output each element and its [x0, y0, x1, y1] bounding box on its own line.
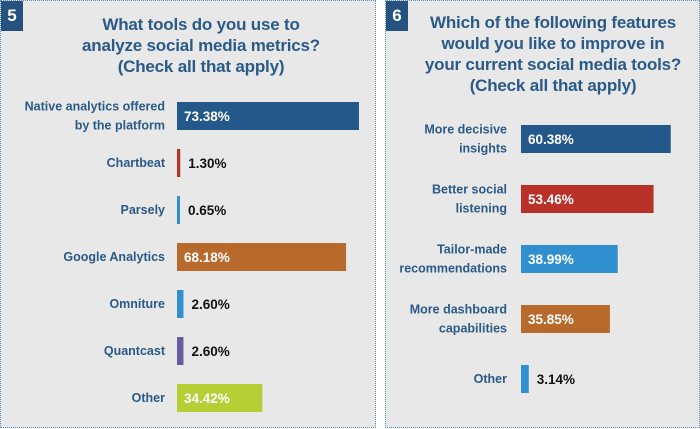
bar — [177, 384, 263, 412]
category-label: Parsely — [121, 203, 166, 217]
bar — [521, 305, 610, 333]
category-label: Better social listening — [432, 183, 507, 216]
bar — [177, 149, 181, 177]
chart-number-badge: 5 — [1, 1, 23, 31]
category-label: More dashboard capabilities — [410, 303, 507, 336]
bar-chart-features: More decisive insights 60.38% Better social… — [399, 123, 671, 393]
data-label: 68.18% — [184, 250, 230, 265]
chart-number-badge: 6 — [386, 1, 408, 31]
data-label: 73.38% — [184, 109, 230, 124]
data-label: 2.60% — [191, 297, 229, 312]
category-label: Google Analytics — [63, 250, 165, 264]
chart-title: Which of the following features would yo… — [408, 12, 698, 96]
bar — [177, 102, 359, 130]
category-label: Other — [132, 391, 165, 405]
chart-title-line: analyze social media metrics? — [82, 36, 320, 55]
category-label: Other — [474, 372, 507, 386]
bar-chart-tools: Native analytics offered by the platform 7… — [25, 100, 359, 412]
category-label: Chartbeat — [107, 156, 166, 170]
chart-title-line: Which of the following features — [430, 13, 676, 32]
chart-panel-6: 6 Which of the following features would … — [385, 0, 700, 428]
chart-title-line: your current social media tools? — [424, 55, 682, 74]
bar — [177, 196, 180, 224]
bar — [177, 243, 347, 271]
chart-panel-5: 5 What tools do you use to analyze socia… — [0, 0, 376, 428]
category-label: More decisive insights — [424, 123, 507, 156]
data-label: 2.60% — [191, 344, 229, 359]
chart-title: What tools do you use to analyze social … — [31, 14, 371, 77]
bar — [177, 290, 184, 318]
data-label: 60.38% — [528, 132, 574, 147]
chart-title-line: would you like to improve in — [441, 34, 665, 53]
category-label: Quantcast — [104, 344, 166, 358]
data-label: 35.85% — [528, 312, 574, 327]
bar — [521, 125, 671, 153]
bar — [521, 245, 618, 273]
bar — [521, 365, 529, 393]
bar — [177, 337, 184, 365]
data-label: 38.99% — [528, 252, 574, 267]
bar — [521, 185, 654, 213]
chart-title-line: (Check all that apply) — [117, 57, 285, 76]
data-label: 34.42% — [184, 391, 230, 406]
data-label: 0.65% — [188, 203, 226, 218]
category-label: Omniture — [109, 297, 165, 311]
category-label: Tailor-made recommendations — [399, 243, 507, 276]
chart-title-line: (Check all that apply) — [469, 76, 637, 95]
chart-title-line: What tools do you use to — [102, 15, 300, 34]
data-label: 1.30% — [188, 156, 226, 171]
data-label: 53.46% — [528, 192, 574, 207]
data-label: 3.14% — [537, 372, 575, 387]
category-label: Native analytics offered by the platform — [25, 100, 165, 133]
